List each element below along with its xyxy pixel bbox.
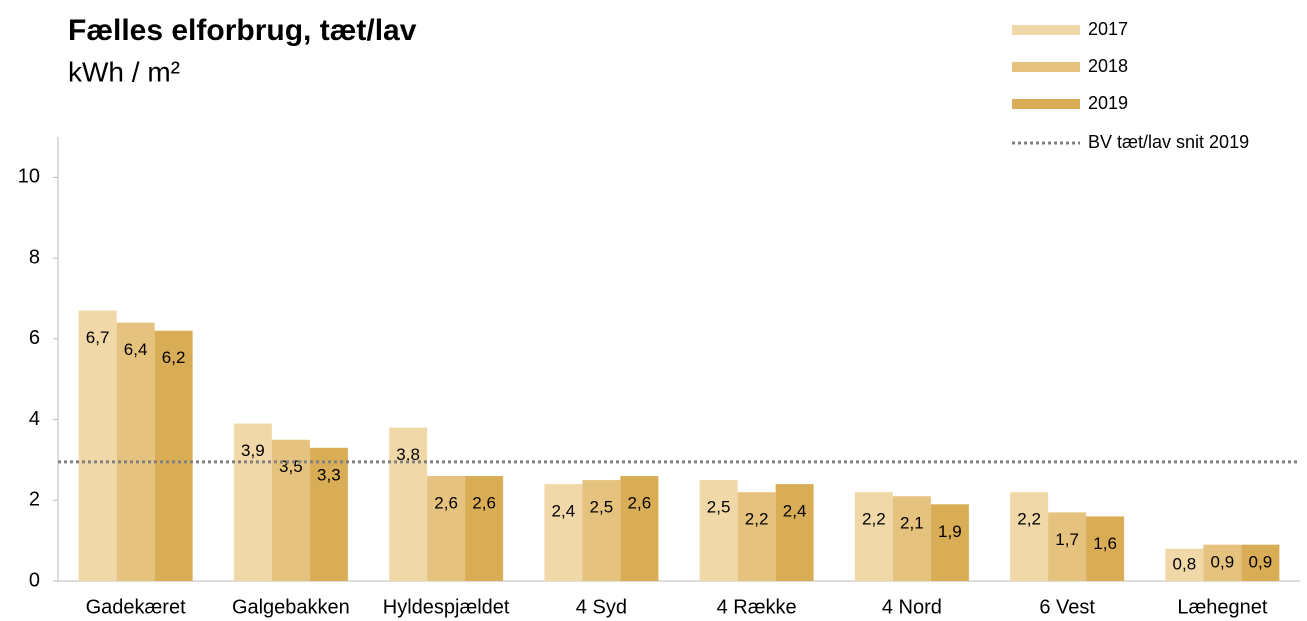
bar [116, 322, 155, 581]
data-label: 6,4 [124, 340, 148, 359]
data-label: 3,8 [396, 445, 420, 464]
bar [582, 480, 621, 581]
y-tick-label: 4 [29, 408, 40, 430]
data-label: 6,2 [162, 348, 186, 367]
y-tick-label: 10 [18, 166, 40, 188]
data-label: 6,7 [86, 328, 110, 347]
bar [854, 492, 893, 581]
x-tick-label: 4 Nord [882, 596, 942, 618]
data-label: 1,9 [938, 522, 962, 541]
y-tick-label: 0 [29, 569, 40, 591]
bar [465, 476, 504, 581]
data-label: 2,6 [434, 494, 458, 513]
bar [1241, 544, 1280, 581]
y-tick-label: 2 [29, 489, 40, 511]
bar [737, 492, 776, 581]
bar [1048, 512, 1087, 581]
bar [309, 447, 348, 581]
x-tick-label: 4 Syd [576, 596, 627, 618]
y-tick-label: 6 [29, 327, 40, 349]
data-label: 0,9 [1249, 552, 1273, 571]
bar [544, 484, 583, 581]
bar [930, 504, 969, 581]
data-label: 2,4 [552, 502, 576, 521]
data-label: 2,1 [900, 514, 924, 533]
legend-swatch [1012, 99, 1080, 109]
data-label: 2,6 [628, 494, 652, 513]
bar [1203, 544, 1242, 581]
bar [892, 496, 931, 581]
data-label: 2,2 [1017, 510, 1041, 529]
x-tick-label: 6 Vest [1039, 596, 1095, 618]
data-label: 0,9 [1211, 552, 1235, 571]
legend-swatch [1012, 25, 1080, 35]
bar [1086, 516, 1125, 581]
legend-label: 2017 [1088, 19, 1128, 39]
x-tick-label: Læhegnet [1177, 596, 1268, 618]
data-label: 1,6 [1093, 534, 1117, 553]
y-tick-label: 8 [29, 246, 40, 268]
data-label: 3,5 [279, 457, 303, 476]
bar [233, 423, 272, 581]
bar [620, 476, 659, 581]
bar [1010, 492, 1049, 581]
bar [1165, 548, 1204, 581]
bar [389, 427, 428, 581]
chart-title: Fælles elforbrug, tæt/lav [68, 14, 417, 47]
legend-swatch [1012, 62, 1080, 72]
legend-label: 2019 [1088, 93, 1128, 113]
chart-subtitle: kWh / m² [68, 56, 180, 87]
legend-label: 2018 [1088, 56, 1128, 76]
data-label: 2,5 [590, 498, 614, 517]
data-label: 2,2 [745, 510, 769, 529]
data-label: 1,7 [1055, 530, 1079, 549]
bar [775, 484, 814, 581]
bar [154, 330, 193, 581]
data-label: 2,4 [783, 502, 807, 521]
data-label: 2,5 [707, 498, 731, 517]
bar [699, 480, 738, 581]
data-label: 3,9 [241, 441, 265, 460]
bar [271, 439, 310, 581]
data-label: 2,6 [472, 494, 496, 513]
legend-label: BV tæt/lav snit 2019 [1088, 132, 1249, 152]
data-label: 0,8 [1173, 554, 1197, 573]
x-tick-label: Galgebakken [232, 596, 350, 618]
x-tick-label: Hyldespjældet [383, 596, 510, 618]
data-label: 2,2 [862, 510, 886, 529]
x-tick-label: 4 Række [717, 596, 797, 618]
bar [78, 310, 117, 581]
data-label: 3,3 [317, 465, 341, 484]
bar [427, 476, 466, 581]
x-tick-label: Gadekæret [86, 596, 186, 618]
